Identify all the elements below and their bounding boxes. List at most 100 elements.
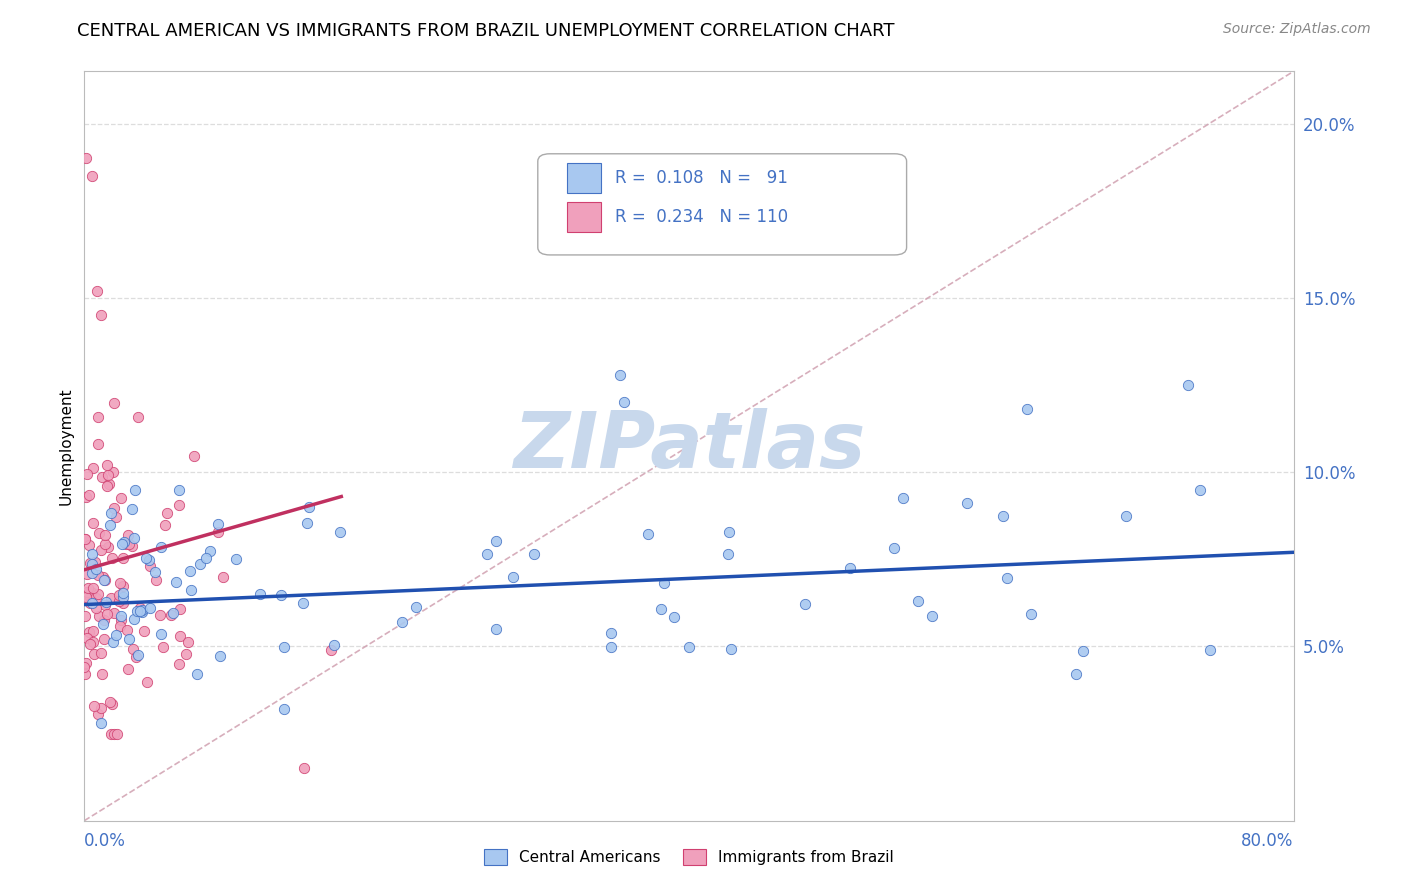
Point [108, 594, 131, 608]
Point [82, 516, 104, 530]
Point [162, 607, 184, 621]
Point [131, 603, 153, 617]
Point [112, 591, 135, 605]
Point [97, 477, 120, 491]
Text: CENTRAL AMERICAN VS IMMIGRANTS FROM BRAZIL UNEMPLOYMENT CORRELATION CHART: CENTRAL AMERICAN VS IMMIGRANTS FROM BRAZ… [77, 22, 894, 40]
Text: 0.0%: 0.0% [84, 831, 127, 850]
Bar [567, 202, 600, 233]
Point [717, 524, 740, 539]
Point [117, 662, 139, 676]
Point [180, 582, 202, 597]
Point [127, 409, 149, 424]
Point [110, 613, 132, 627]
Point [100, 697, 122, 711]
Point [212, 570, 235, 584]
Point [485, 533, 508, 548]
Point [83, 647, 105, 661]
Point [111, 586, 134, 600]
Point [75, 656, 97, 670]
Point [839, 561, 862, 575]
Point [195, 551, 218, 566]
Point [80, 557, 103, 571]
Point [82, 460, 104, 475]
Point [80, 585, 103, 599]
Point [186, 667, 208, 681]
Point [1019, 607, 1042, 622]
Point [77, 581, 100, 595]
Point [177, 635, 200, 649]
Point [295, 516, 318, 531]
Point [169, 601, 191, 615]
Point [73, 660, 96, 674]
Point [77, 488, 100, 502]
Point [907, 593, 929, 607]
Point [101, 465, 124, 479]
Point [174, 648, 197, 662]
Point [76, 631, 98, 645]
Point [84, 601, 107, 615]
Point [225, 551, 247, 566]
Point [79, 596, 101, 610]
Point [485, 623, 508, 637]
Point [152, 640, 174, 655]
Point [883, 541, 905, 556]
Point [96, 607, 118, 622]
FancyBboxPatch shape [538, 153, 907, 255]
Point [921, 608, 943, 623]
Point [1064, 667, 1087, 681]
Point [87, 587, 110, 601]
Point [75, 490, 97, 504]
Point [1177, 378, 1199, 392]
Point [121, 539, 143, 553]
Point [143, 565, 166, 579]
Point [90, 716, 112, 731]
Point [97, 540, 120, 554]
Point [405, 599, 427, 614]
Point [1071, 644, 1094, 658]
Point [270, 588, 292, 602]
Point [165, 574, 187, 589]
Text: Source: ZipAtlas.com: Source: ZipAtlas.com [1223, 22, 1371, 37]
Point [100, 506, 122, 520]
Point [103, 501, 125, 516]
Point [103, 726, 125, 740]
Point [793, 598, 815, 612]
Point [82, 624, 104, 638]
Point [129, 600, 152, 615]
Point [135, 675, 157, 690]
Point [292, 761, 315, 775]
Point [89, 608, 111, 623]
Point [87, 706, 110, 721]
Point [156, 506, 179, 520]
Point [103, 607, 125, 621]
Point [1188, 483, 1211, 497]
Point [117, 528, 139, 542]
Text: 80.0%: 80.0% [1241, 831, 1294, 850]
Point [132, 624, 155, 638]
Point [86, 567, 108, 582]
Point [613, 395, 636, 409]
Point [80, 547, 103, 561]
Point [637, 527, 659, 541]
Point [79, 637, 101, 651]
Point [84, 562, 107, 576]
Point [111, 537, 134, 551]
Point [207, 517, 229, 532]
Bar [567, 162, 600, 193]
Point [84, 555, 107, 569]
Point [96, 458, 118, 473]
Point [76, 152, 98, 166]
Point [93, 574, 115, 588]
Point [105, 726, 128, 740]
Point [108, 619, 131, 633]
Point [114, 537, 136, 551]
Point [125, 649, 148, 664]
Point [167, 657, 190, 671]
Point [110, 491, 132, 505]
Point [200, 543, 222, 558]
Point [273, 640, 295, 655]
Point [167, 483, 190, 497]
Point [73, 532, 96, 546]
Point [90, 701, 112, 715]
Point [1115, 509, 1137, 524]
